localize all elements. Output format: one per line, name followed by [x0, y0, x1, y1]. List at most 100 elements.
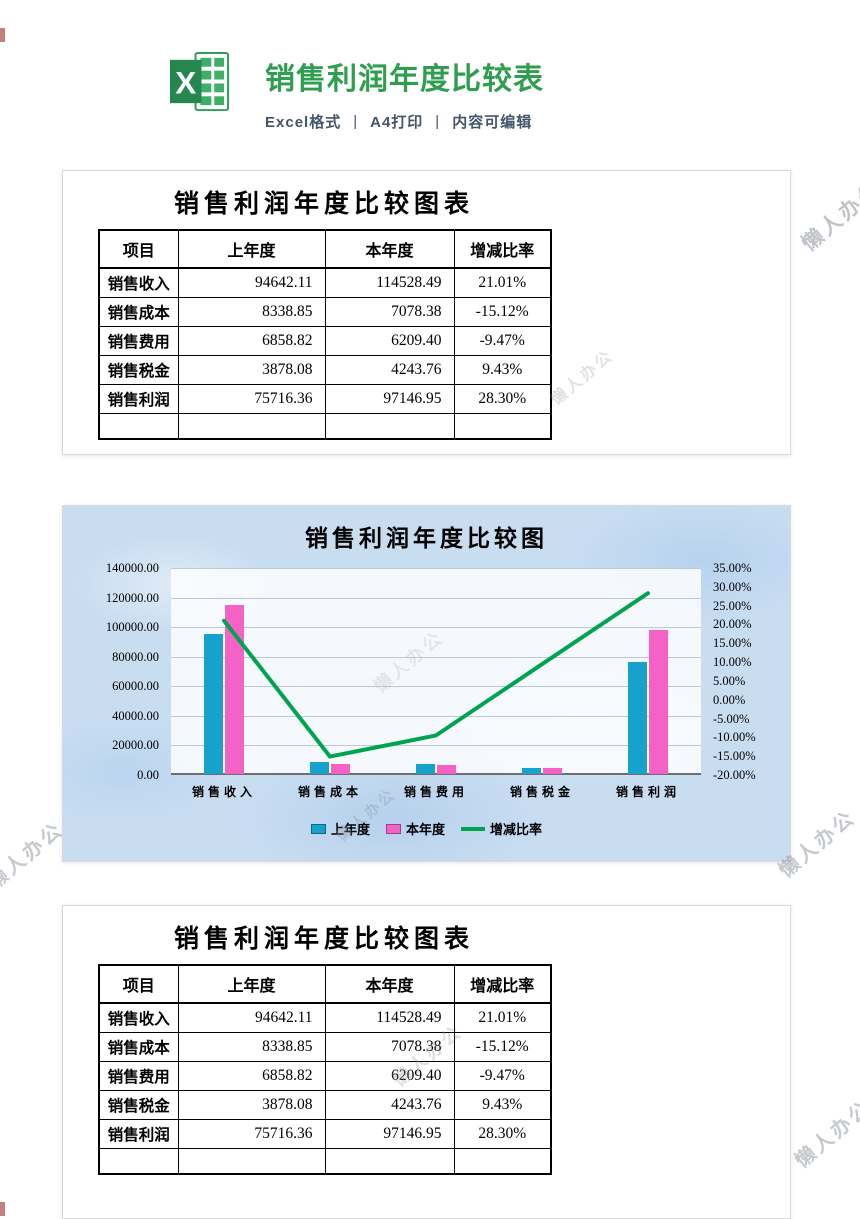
left-axis-tick-label: 20000.00 — [112, 738, 159, 753]
table-title: 销售利润年度比较图表 — [173, 926, 474, 953]
column-header-ratio: 增减比率 — [453, 229, 552, 269]
page-edge-mark — [0, 28, 5, 42]
chart-title: 销售利润年度比较图 — [305, 526, 548, 551]
table-cell — [98, 1147, 179, 1175]
column-header-curr: 本年度 — [324, 964, 455, 1004]
table-cell: 销售利润 — [98, 1118, 179, 1149]
x-axis-labels: 销售收入 销售成本 销售费用 销售税金 销售利润 — [171, 783, 701, 801]
excel-logo-icon: X — [168, 50, 231, 113]
svg-text:X: X — [175, 64, 196, 100]
table-row: 销售利润 75716.36 97146.95 28.30% — [98, 1118, 552, 1149]
table-row: 销售税金 3878.08 4243.76 9.43% — [98, 1089, 552, 1120]
table-cell: 6209.40 — [324, 1060, 455, 1091]
left-axis-tick-label: 0.00 — [137, 767, 159, 782]
right-axis-tick-label: 15.00% — [713, 636, 752, 651]
right-axis-tick-label: 35.00% — [713, 560, 752, 575]
legend-label-prev-year: 上年度 — [330, 822, 370, 837]
column-header-curr: 本年度 — [324, 229, 455, 269]
right-axis-tick-label: -5.00% — [713, 711, 750, 726]
right-axis-tick-label: -10.00% — [713, 730, 756, 745]
bar-prev-year — [522, 768, 541, 774]
table-cell: 销售利润 — [98, 383, 179, 414]
bar-current-year — [649, 630, 668, 774]
category-label: 销售收入 — [191, 785, 257, 799]
gridline — [171, 773, 701, 775]
table-cell: 销售收入 — [98, 267, 179, 298]
right-axis-tick-label: 25.00% — [713, 598, 752, 613]
right-axis-tick-label: -20.00% — [713, 767, 756, 782]
left-axis-tick-label: 60000.00 — [112, 679, 159, 694]
right-axis-tick-label: -15.00% — [713, 748, 756, 763]
empty-row — [98, 1147, 552, 1175]
table-cell: 4243.76 — [324, 354, 455, 385]
ratio-line — [222, 591, 650, 759]
table-cell: 销售费用 — [98, 1060, 179, 1091]
table-card-2: 销售利润年度比较图表 项目 上年度 本年度 增减比率 销售收入 94642.11 1… — [62, 905, 791, 1219]
page-subtitle: Excel格式 | A4打印 | 内容可编辑 — [265, 111, 544, 132]
table-row: 销售费用 6858.82 6209.40 -9.47% — [98, 325, 552, 356]
left-axis-ticks: 0.00 20000.00 40000.00 60000.00 80000.00 1000… — [77, 562, 165, 781]
gridline — [171, 597, 701, 599]
chart-card: 销售利润年度比较图 0.00 20000.00 40000.00 60000.00 80… — [62, 505, 791, 862]
table-cell: 9.43% — [453, 1089, 552, 1120]
table-cell: 75716.36 — [177, 383, 326, 414]
legend-line-ratio-icon — [461, 826, 485, 831]
table-row: 销售利润 75716.36 97146.95 28.30% — [98, 383, 552, 414]
bar-current-year — [543, 767, 562, 774]
bar-current-year — [225, 604, 244, 774]
page-title: 销售利润年度比较表 — [265, 63, 544, 96]
table-cell: 销售税金 — [98, 1089, 179, 1120]
table-row: 销售成本 8338.85 7078.38 -15.12% — [98, 1031, 552, 1062]
gridline — [171, 686, 701, 688]
legend-label-current-year: 本年度 — [405, 822, 445, 837]
meta-separator: | — [353, 113, 359, 130]
left-axis-tick-label: 40000.00 — [112, 708, 159, 723]
table-cell: 销售成本 — [98, 1031, 179, 1062]
table-row: 销售费用 6858.82 6209.40 -9.47% — [98, 1060, 552, 1091]
table-cell: 28.30% — [453, 1118, 552, 1149]
gridline — [171, 627, 701, 629]
comparison-table: 项目 上年度 本年度 增减比率 销售收入 94642.11 114528.49 21.… — [98, 964, 552, 1175]
legend-item-prev-year: 上年度 — [310, 819, 370, 838]
table-cell: 销售费用 — [98, 325, 179, 356]
column-header-item: 项目 — [98, 964, 179, 1004]
category-label: 销售费用 — [403, 785, 469, 799]
table-row: 销售收入 94642.11 114528.49 21.01% — [98, 1002, 552, 1033]
table-cell: 4243.76 — [324, 1089, 455, 1120]
table-cell: 94642.11 — [177, 1002, 326, 1033]
table-cell: 97146.95 — [324, 383, 455, 414]
meta-format: Excel格式 — [265, 114, 342, 131]
right-axis-tick-label: 30.00% — [713, 579, 752, 594]
table-cell: -9.47% — [453, 1060, 552, 1091]
right-axis-tick-label: 20.00% — [713, 617, 752, 632]
table-cell: 7078.38 — [324, 296, 455, 327]
chart-legend: 上年度 本年度 增减比率 — [63, 819, 790, 838]
legend-label-ratio: 增减比率 — [490, 822, 543, 837]
comparison-table: 项目 上年度 本年度 增减比率 销售收入 94642.11 114528.49 21.… — [98, 229, 552, 440]
table-cell — [453, 412, 552, 440]
table-cell: 8338.85 — [177, 296, 326, 327]
table-header-row: 项目 上年度 本年度 增减比率 — [98, 229, 552, 269]
column-header-item: 项目 — [98, 229, 179, 269]
bar-prev-year — [310, 761, 329, 774]
table-cell: 3878.08 — [177, 1089, 326, 1120]
watermark: 懒人办公 — [0, 818, 68, 895]
table-cell: 3878.08 — [177, 354, 326, 385]
chart-plot-area — [171, 568, 701, 775]
table-cell: 销售税金 — [98, 354, 179, 385]
table-cell: 销售成本 — [98, 296, 179, 327]
table-card-1: 销售利润年度比较图表 项目 上年度 本年度 增减比率 销售收入 94642.11 1… — [62, 170, 791, 455]
table-cell: -15.12% — [453, 296, 552, 327]
right-axis-ticks: 35.00% 30.00% 25.00% 20.00% 15.00% 10.00% 5.00… — [705, 562, 781, 781]
table-cell: 94642.11 — [177, 267, 326, 298]
left-axis-tick-label: 100000.00 — [105, 619, 159, 634]
gridline — [171, 715, 701, 717]
category-label: 销售税金 — [509, 785, 575, 799]
column-header-prev: 上年度 — [177, 229, 326, 269]
header-text: 销售利润年度比较表 Excel格式 | A4打印 | 内容可编辑 — [265, 54, 544, 132]
table-cell: 28.30% — [453, 383, 552, 414]
bar-prev-year — [416, 763, 435, 774]
table-cell — [98, 412, 179, 440]
table-cell: 6858.82 — [177, 325, 326, 356]
table-cell: 8338.85 — [177, 1031, 326, 1062]
